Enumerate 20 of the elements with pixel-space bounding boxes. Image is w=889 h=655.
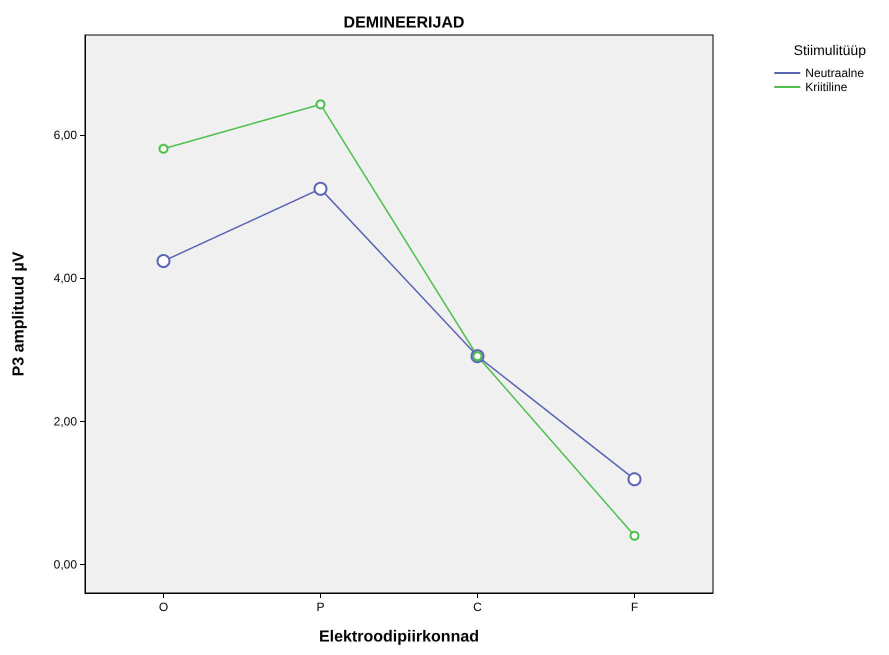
x-tick-label: O [158,600,168,614]
y-tick-label: 0,00 [54,557,78,572]
legend-title: Stiimulitüüp [794,42,866,58]
y-tick-label: 6,00 [54,128,78,142]
y-tick-label: 4,00 [54,271,78,286]
y-axis-title: P3 amplituud µV [10,251,28,376]
point [628,472,642,486]
x-tick-label: P [316,600,325,614]
point [158,144,168,154]
x-tick-label: C [473,600,482,614]
y-tick-label: 2,00 [54,414,78,428]
point [316,99,326,110]
x-tick-label: F [630,600,638,614]
point [314,182,328,196]
point [156,254,170,268]
point [630,530,640,541]
x-axis-title: Elektroodipiirkonnad [318,628,480,646]
legend-label: Kriitiline [805,80,848,94]
legend-label: Neutraalne [805,66,864,80]
chart-title: DEMINEERIJAD [344,14,464,32]
